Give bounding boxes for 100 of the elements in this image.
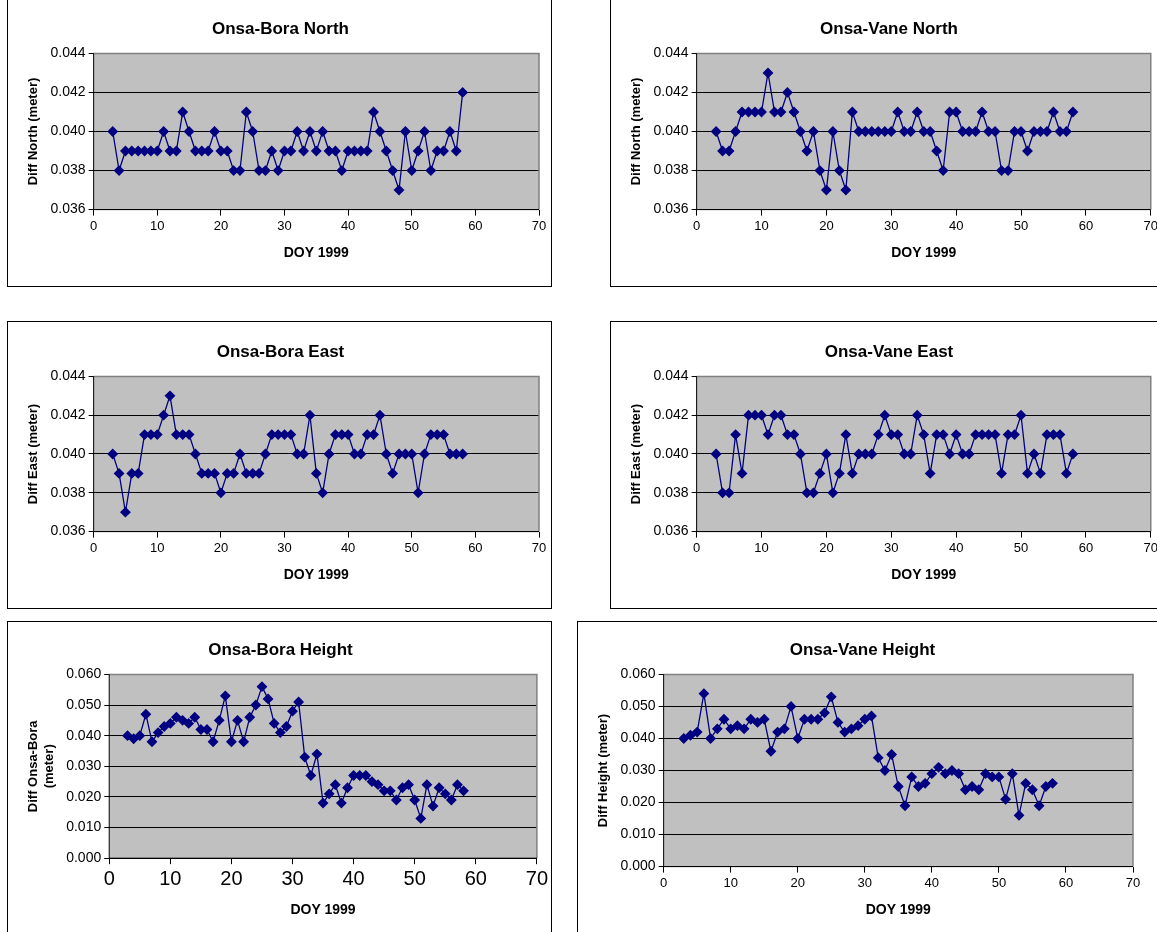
x-tick-label: 30 — [884, 217, 899, 233]
y-tick-label: 0.038 — [50, 161, 86, 178]
x-tick-label: 70 — [1143, 217, 1157, 233]
point — [827, 487, 839, 498]
y-tick-label: 0.040 — [66, 726, 102, 743]
point — [275, 727, 286, 738]
point — [808, 126, 819, 137]
point — [938, 165, 949, 176]
y-tick-label: 0.040 — [620, 729, 656, 746]
y-tick-label: 0.044 — [50, 44, 86, 61]
point — [840, 429, 851, 440]
point — [879, 765, 891, 776]
point — [772, 726, 783, 738]
point — [1000, 794, 1011, 805]
x-tick-label: 0 — [693, 217, 701, 233]
point — [317, 126, 328, 137]
point — [183, 718, 194, 729]
point — [458, 785, 469, 796]
x-tick-label: 40 — [924, 874, 940, 890]
point — [250, 699, 262, 711]
x-tick-label: 10 — [150, 217, 165, 233]
point — [177, 715, 188, 726]
point — [710, 126, 722, 137]
point — [311, 145, 322, 157]
point — [1007, 768, 1018, 779]
point — [879, 410, 890, 421]
point — [710, 448, 722, 460]
point — [846, 723, 857, 735]
point — [451, 145, 462, 157]
point — [452, 779, 463, 790]
point — [165, 718, 176, 729]
point — [953, 768, 964, 779]
y-tick-label: 0.044 — [50, 367, 86, 384]
x-tick-label: 40 — [340, 217, 356, 233]
x-tick-label: 60 — [1078, 539, 1094, 555]
point — [425, 165, 436, 176]
point — [381, 448, 392, 460]
x-tick-label: 50 — [1013, 217, 1029, 233]
point — [305, 770, 316, 781]
point — [391, 794, 402, 806]
x-tick-label: 70 — [531, 539, 547, 555]
chart-title: Onsa-Bora Height — [208, 639, 354, 659]
point — [919, 778, 931, 789]
x-tick-label: 30 — [277, 539, 292, 555]
x-tick-label: 20 — [819, 217, 834, 233]
point — [293, 696, 304, 708]
point — [859, 714, 870, 725]
point — [372, 779, 384, 790]
x-tick-label: 70 — [1125, 874, 1141, 890]
point — [158, 410, 169, 421]
chart-title: Onsa-Bora East — [216, 341, 345, 361]
point — [262, 693, 274, 705]
point — [209, 126, 220, 137]
point — [736, 468, 748, 479]
point — [234, 448, 246, 460]
y-tick-label: 0.042 — [653, 406, 689, 423]
point — [113, 165, 125, 176]
point — [256, 681, 268, 692]
y-axis-title: Diff East (meter) — [628, 403, 644, 505]
y-tick-label: 0.036 — [50, 200, 86, 217]
point — [893, 781, 904, 792]
x-tick-label: 30 — [857, 874, 873, 890]
point — [122, 730, 133, 741]
point — [244, 712, 255, 723]
point — [834, 165, 845, 176]
y-tick-label: 0.060 — [66, 665, 102, 682]
y-axis-title: Diff East (meter) — [25, 403, 41, 505]
x-tick-label: 50 — [404, 217, 419, 233]
point — [899, 800, 911, 811]
point — [782, 87, 793, 98]
point — [976, 106, 988, 118]
y-tick-label: 0.050 — [620, 697, 656, 714]
y-tick-label: 0.042 — [50, 83, 86, 100]
y-tick-label: 0.042 — [50, 406, 86, 423]
x-tick-label: 10 — [723, 874, 738, 890]
x-axis-title: DOY 1999 — [290, 901, 356, 918]
point — [1033, 800, 1045, 811]
point — [207, 736, 219, 747]
point — [299, 751, 310, 763]
point — [1040, 781, 1051, 792]
point — [232, 715, 243, 726]
x-tick-label: 50 — [991, 874, 1007, 890]
point — [852, 720, 864, 731]
point — [814, 165, 826, 176]
x-tick-label: 20 — [819, 539, 834, 555]
point — [421, 779, 433, 790]
point — [718, 714, 730, 725]
y-tick-label: 0.044 — [653, 367, 689, 384]
point — [324, 788, 335, 800]
y-tick-label: 0.050 — [66, 695, 102, 712]
point — [323, 448, 335, 460]
point — [996, 468, 1007, 479]
point — [801, 145, 813, 157]
x-axis-title: DOY 1999 — [283, 566, 350, 583]
point — [738, 723, 750, 735]
point — [177, 106, 188, 118]
x-tick-label: 50 — [1013, 539, 1029, 555]
point — [403, 779, 414, 790]
point — [730, 429, 741, 440]
point — [247, 126, 258, 137]
